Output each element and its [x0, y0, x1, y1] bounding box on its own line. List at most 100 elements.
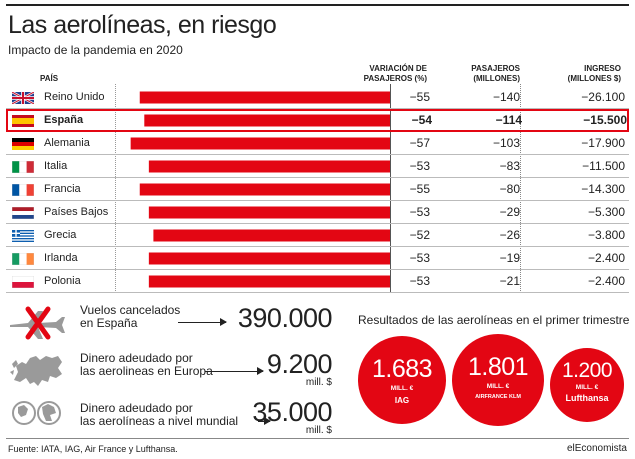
arrow-icon [205, 367, 264, 375]
bar-reino-unido [139, 91, 390, 104]
zero-axis-line [390, 84, 391, 293]
airfrance-klm-logo: AIRFRANCE KLM [475, 394, 521, 400]
uk-flag-icon [12, 92, 34, 104]
variation-value: −53 [409, 251, 430, 265]
table-row: Francia −55 −80 −14.300 [6, 178, 629, 201]
result-currency: MILL. € [486, 383, 510, 390]
variation-value: −55 [409, 90, 430, 104]
arrow-icon [178, 318, 227, 326]
variation-value: −55 [409, 182, 430, 196]
stat-label: Vuelos cancelados en España [80, 304, 180, 330]
europe-map-icon [10, 356, 62, 386]
footer-rule [6, 438, 629, 439]
result-circle-iag: 1.683 MILL. € IAG [358, 336, 446, 424]
result-circle-airfrance-klm: 1.801 MILL. € AIRFRANCE KLM [452, 334, 544, 426]
result-circle-lufthansa: 1.200 MILL. € Lufthansa [550, 348, 624, 422]
iag-logo: IAG [394, 396, 410, 405]
italy-flag-icon [12, 161, 34, 173]
page-subtitle: Impacto de la pandemia en 2020 [8, 43, 183, 57]
bar-irlanda [148, 252, 390, 265]
passengers-value: −83 [499, 159, 520, 173]
cancelled-plane-icon [10, 306, 65, 340]
revenue-value: −14.300 [581, 182, 625, 196]
bar-francia [139, 183, 390, 196]
revenue-value: −5.300 [587, 205, 625, 219]
column-header-revenue: INGRESO (MILLONES $) [567, 64, 621, 83]
passengers-value: −29 [499, 205, 520, 219]
arrow-icon [258, 417, 271, 425]
page-title: Las aerolíneas, en riesgo [8, 11, 277, 39]
source-note: Fuente: IATA, IAG, Air France y Lufthans… [8, 444, 178, 454]
stat-label-line: Dinero adeudado por [80, 351, 193, 365]
bar-polonia [148, 275, 390, 288]
country-label: Polonia [44, 275, 81, 287]
table-row: Irlanda −53 −19 −2.400 [6, 247, 629, 270]
table-row: Reino Unido −55 −140 −26.100 [6, 86, 629, 109]
passengers-value: −21 [499, 274, 520, 288]
variation-value: −57 [409, 136, 430, 150]
lufthansa-logo: Lufthansa [565, 393, 609, 403]
country-label: Italia [44, 160, 68, 172]
passengers-value: −103 [492, 136, 520, 150]
france-flag-icon [12, 184, 34, 196]
table-row: Países Bajos −53 −29 −5.300 [6, 201, 629, 224]
passengers-value: −19 [499, 251, 520, 265]
table-row-highlighted: España −54 −114 −15.500 [6, 109, 629, 132]
result-currency: MILL. € [390, 385, 414, 392]
country-label: Reino Unido [44, 91, 105, 103]
stat-unit: mill. $ [305, 425, 332, 436]
bar-axis-guide [115, 84, 116, 293]
country-label: Francia [44, 183, 81, 195]
stat-value: 9.200 [266, 349, 333, 379]
bar-italia [148, 160, 390, 173]
poland-flag-icon [12, 276, 34, 288]
column-header-country: PAÍS [40, 74, 59, 83]
bar-alemania [130, 137, 390, 150]
column-header-passengers: PASAJEROS (MILLONES) [471, 64, 520, 83]
stat-value: 390.000 [237, 303, 333, 333]
revenue-value: −2.400 [587, 251, 625, 265]
stat-label: Dinero adeudado por las aerolíneas a niv… [80, 402, 238, 428]
stat-unit: mill. $ [305, 377, 332, 388]
country-label: Grecia [44, 229, 77, 241]
table-row: Grecia −52 −26 −3.800 [6, 224, 629, 247]
table-row: Polonia −53 −21 −2.400 [6, 270, 629, 293]
variation-value: −54 [411, 113, 432, 127]
table-row: Italia −53 −83 −11.500 [6, 155, 629, 178]
stat-label-line: Dinero adeudado por [80, 401, 193, 415]
revenue-value: −26.100 [581, 90, 625, 104]
globe-icon [12, 401, 61, 425]
result-value: 1.683 [371, 355, 433, 383]
column-separator [520, 84, 521, 293]
germany-flag-icon [12, 138, 34, 150]
results-title: Resultados de las aerolíneas en el prime… [358, 313, 630, 327]
result-value: 1.200 [561, 359, 613, 382]
country-label: Irlanda [44, 252, 78, 264]
variation-value: −53 [409, 274, 430, 288]
bar-grecia [153, 229, 390, 242]
stat-label: Dinero adeudado por las aerolineas en Eu… [80, 352, 213, 378]
variation-value: −52 [409, 228, 430, 242]
result-currency: MILL. € [575, 384, 599, 391]
bar-países-bajos [148, 206, 390, 219]
variation-value: −53 [409, 159, 430, 173]
revenue-value: −2.400 [587, 274, 625, 288]
result-value: 1.801 [467, 353, 529, 381]
country-label: Países Bajos [44, 206, 109, 218]
greece-flag-icon [12, 230, 34, 242]
ireland-flag-icon [12, 253, 34, 265]
column-header-variation: VARIACIÓN DE PASAJEROS (%) [363, 64, 427, 83]
top-rule [6, 4, 629, 6]
brand-logo: elEconomista [566, 443, 627, 454]
revenue-value: −3.800 [587, 228, 625, 242]
revenue-value: −17.900 [581, 136, 625, 150]
passengers-value: −80 [499, 182, 520, 196]
variation-value: −53 [409, 205, 430, 219]
revenue-value: −11.500 [582, 159, 625, 173]
stat-label-line: las aerolineas en Europa [80, 364, 213, 378]
netherlands-flag-icon [12, 207, 34, 219]
variation-bar-chart [130, 91, 390, 288]
country-label: España [44, 114, 84, 126]
table-row: Alemania −57 −103 −17.900 [6, 132, 629, 155]
bar-españa [144, 114, 390, 127]
